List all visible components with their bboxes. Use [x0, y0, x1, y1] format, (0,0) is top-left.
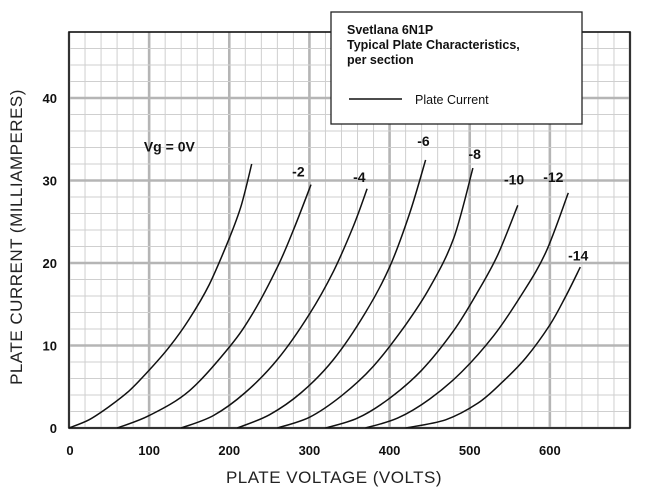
curve-labels: Vg = 0V -2 -4 -6 -8 -10 -12 -14	[144, 133, 589, 264]
plate-current-curve-4	[277, 167, 474, 429]
x-axis-title: PLATE VOLTAGE (VOLTS)	[226, 468, 442, 487]
legend-title-line-2: Typical Plate Characteristics,	[347, 38, 520, 52]
curve-label-4: -8	[468, 146, 481, 162]
y-axis-title: PLATE CURRENT (MILLIAMPERES)	[7, 89, 26, 385]
x-tick-label-5: 500	[459, 443, 481, 458]
plate-current-curve-6	[365, 192, 570, 429]
curve-label-5: -10	[504, 172, 524, 188]
curve-label-1: -2	[292, 163, 305, 179]
curve-label-0: Vg = 0V	[144, 139, 196, 155]
legend-title-line-3: per section	[347, 53, 414, 67]
plate-current-curve-1	[116, 184, 312, 429]
y-tick-label-4: 40	[43, 91, 57, 106]
curves	[68, 159, 581, 429]
x-tick-labels: 0 100 200 300 400 500 600	[66, 443, 560, 458]
y-tick-label-1: 10	[43, 339, 57, 354]
legend-title-line-1: Svetlana 6N1P	[347, 23, 433, 37]
plate-current-curve-5	[325, 205, 519, 429]
plate-current-curve-7	[405, 266, 581, 429]
y-tick-label-3: 30	[43, 174, 57, 189]
x-tick-label-4: 400	[379, 443, 401, 458]
x-tick-label-2: 200	[218, 443, 240, 458]
curve-label-6: -12	[543, 169, 563, 185]
x-tick-label-3: 300	[299, 443, 321, 458]
x-tick-label-0: 0	[66, 443, 73, 458]
plate-current-curve-3	[237, 159, 427, 429]
x-tick-label-6: 600	[539, 443, 561, 458]
plate-current-curve-0	[68, 163, 253, 429]
curve-label-3: -6	[417, 133, 430, 149]
curve-label-7: -14	[568, 248, 588, 264]
x-tick-label-1: 100	[138, 443, 160, 458]
plate-current-curve-2	[180, 188, 368, 429]
legend-entry-label: Plate Current	[415, 93, 489, 107]
y-tick-label-2: 20	[43, 256, 57, 271]
legend-box: Svetlana 6N1P Typical Plate Characterist…	[330, 11, 583, 125]
curve-label-2: -4	[353, 169, 366, 185]
y-tick-labels: 0 10 20 30 40	[43, 91, 57, 436]
y-tick-label-0: 0	[50, 421, 57, 436]
